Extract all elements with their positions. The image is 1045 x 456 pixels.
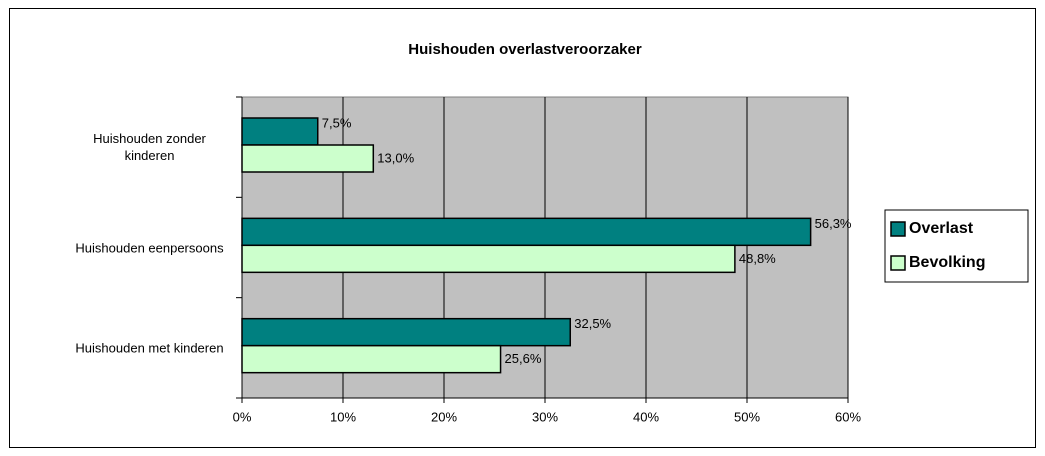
x-tick-label: 10% [330, 409, 356, 424]
bar [241, 217, 812, 247]
y-tick-label: Huishouden met kinderen [75, 340, 224, 356]
x-tick-label: 20% [431, 409, 457, 424]
data-label: 48,8% [739, 251, 776, 266]
data-label: 56,3% [815, 216, 852, 231]
legend-swatch [890, 255, 906, 271]
data-label: 25,6% [505, 351, 542, 366]
bar [241, 317, 571, 347]
legend-label: Bevolking [909, 254, 985, 271]
bar [241, 344, 502, 374]
x-tick-label: 30% [532, 409, 558, 424]
y-tick-label: Huishouden zonder kinderen [93, 131, 206, 164]
chart-title: Huishouden overlastveroorzaker [408, 41, 642, 58]
y-tick-label: Huishouden eenpersoons [75, 240, 224, 255]
x-tick-label: 0% [233, 409, 252, 424]
data-label: 32,5% [574, 316, 611, 331]
data-label: 7,5% [322, 115, 352, 130]
x-tick-label: 40% [633, 409, 659, 424]
x-tick-label: 50% [734, 409, 760, 424]
x-tick-label: 60% [835, 409, 861, 424]
legend-label: Overlast [909, 220, 974, 237]
bar [241, 117, 319, 146]
legend-box [884, 209, 1029, 283]
bar [241, 244, 736, 274]
legend-swatch [890, 221, 906, 237]
bar [241, 144, 375, 173]
data-label: 13,0% [377, 150, 414, 165]
